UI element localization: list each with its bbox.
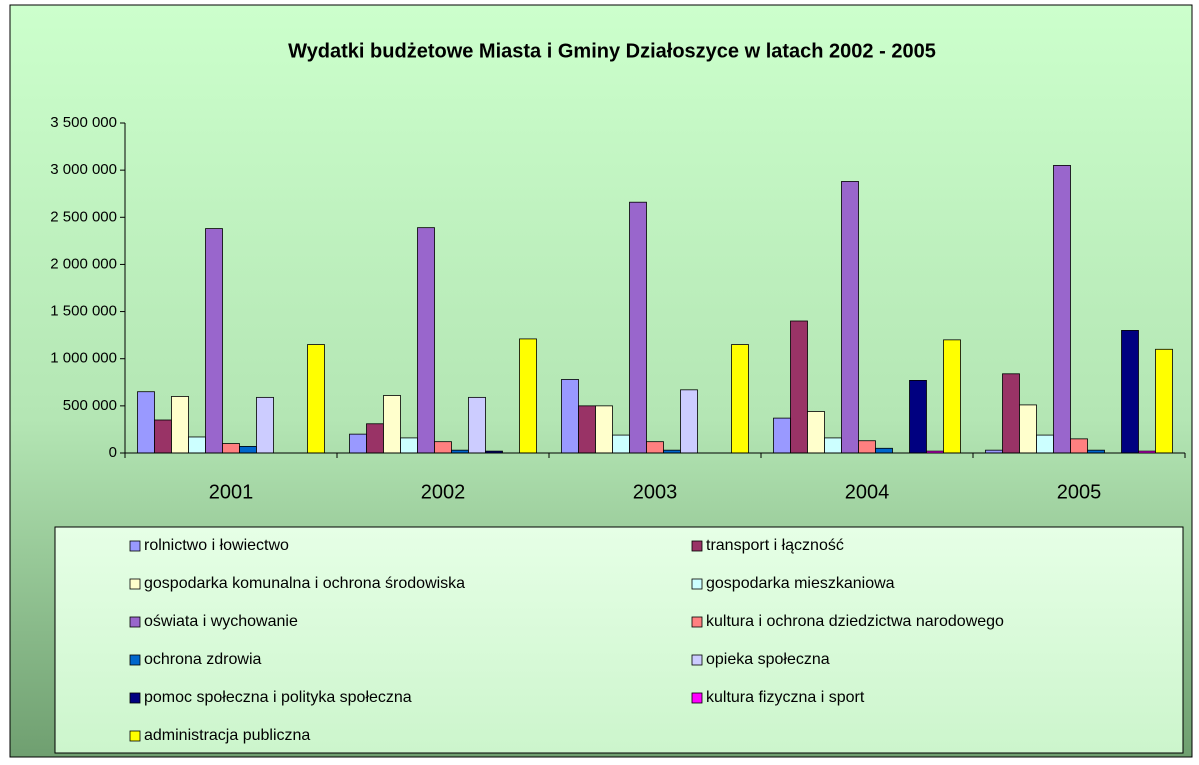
y-tick-label: 500 000: [63, 397, 117, 414]
legend-label: transport i łączność: [706, 537, 844, 554]
bar: [909, 379, 927, 454]
bar: [171, 396, 189, 454]
bar: [612, 434, 630, 454]
x-tick-label: 2001: [209, 481, 254, 503]
bar: [1121, 330, 1139, 454]
bar: [1036, 434, 1054, 454]
bar: [519, 338, 537, 454]
bar: [366, 423, 384, 454]
bar: [824, 437, 842, 454]
legend-swatch: [129, 540, 141, 552]
x-tick-label: 2005: [1057, 481, 1102, 503]
bar: [1053, 165, 1071, 454]
y-tick-label: 3 500 000: [50, 114, 117, 131]
bar: [680, 389, 698, 454]
bar: [790, 320, 808, 454]
legend-swatch: [691, 654, 703, 666]
bar: [1002, 373, 1020, 454]
x-tick-label: 2003: [633, 481, 678, 503]
chart-title: Wydatki budżetowe Miasta i Gminy Działos…: [288, 40, 936, 62]
legend-swatch: [129, 578, 141, 590]
legend-swatch: [691, 692, 703, 704]
bar: [434, 441, 452, 454]
bar: [629, 201, 647, 454]
legend-label: gospodarka mieszkaniowa: [706, 575, 895, 592]
bar: [239, 445, 257, 454]
bar: [875, 447, 893, 454]
legend-swatch: [691, 616, 703, 628]
bar: [773, 417, 791, 454]
y-tick-label: 2 500 000: [50, 208, 117, 225]
legend-label: kultura fizyczna i sport: [706, 689, 865, 706]
y-tick-label: 1 000 000: [50, 350, 117, 367]
legend-swatch: [129, 616, 141, 628]
legend-label: oświata i wychowanie: [144, 613, 298, 630]
bar: [943, 339, 961, 454]
legend-swatch: [129, 692, 141, 704]
legend-label: gospodarka komunalna i ochrona środowisk…: [144, 575, 465, 592]
bar: [222, 443, 240, 454]
legend-swatch: [129, 654, 141, 666]
legend-label: pomoc społeczna i polityka społeczna: [144, 689, 412, 706]
bar: [807, 411, 825, 454]
bar: [154, 419, 172, 454]
bar: [731, 344, 749, 454]
legend-label: ochrona zdrowia: [144, 651, 262, 668]
y-tick-label: 3 000 000: [50, 161, 117, 178]
bar: [400, 437, 418, 454]
x-tick-label: 2004: [845, 481, 890, 503]
bar: [595, 405, 613, 454]
x-tick-label: 2002: [421, 481, 466, 503]
bar: [578, 405, 596, 454]
y-tick-label: 0: [109, 444, 117, 461]
y-tick-label: 2 000 000: [50, 255, 117, 272]
legend-label: administracja publiczna: [144, 727, 310, 744]
y-tick-label: 1 500 000: [50, 303, 117, 320]
bar: [858, 440, 876, 454]
bar: [841, 181, 859, 454]
bar: [188, 436, 206, 454]
bar: [349, 433, 367, 454]
legend-swatch: [129, 730, 141, 742]
bar: [205, 228, 223, 454]
bar: [383, 395, 401, 454]
legend-label: rolnictwo i łowiectwo: [144, 537, 289, 554]
legend-label: opieka społeczna: [706, 651, 830, 668]
bar: [468, 396, 486, 454]
bar: [646, 441, 664, 454]
bar: [561, 379, 579, 454]
bar: [1019, 404, 1037, 454]
bar: [1155, 348, 1173, 454]
legend-box: [54, 526, 1184, 754]
bar: [256, 396, 274, 454]
legend-swatch: [691, 540, 703, 552]
bar: [307, 344, 325, 454]
bar: [1070, 438, 1088, 454]
bar: [137, 391, 155, 454]
bar: [417, 227, 435, 454]
legend-label: kultura i ochrona dziedzictwa narodowego: [706, 613, 1004, 630]
legend-swatch: [691, 578, 703, 590]
